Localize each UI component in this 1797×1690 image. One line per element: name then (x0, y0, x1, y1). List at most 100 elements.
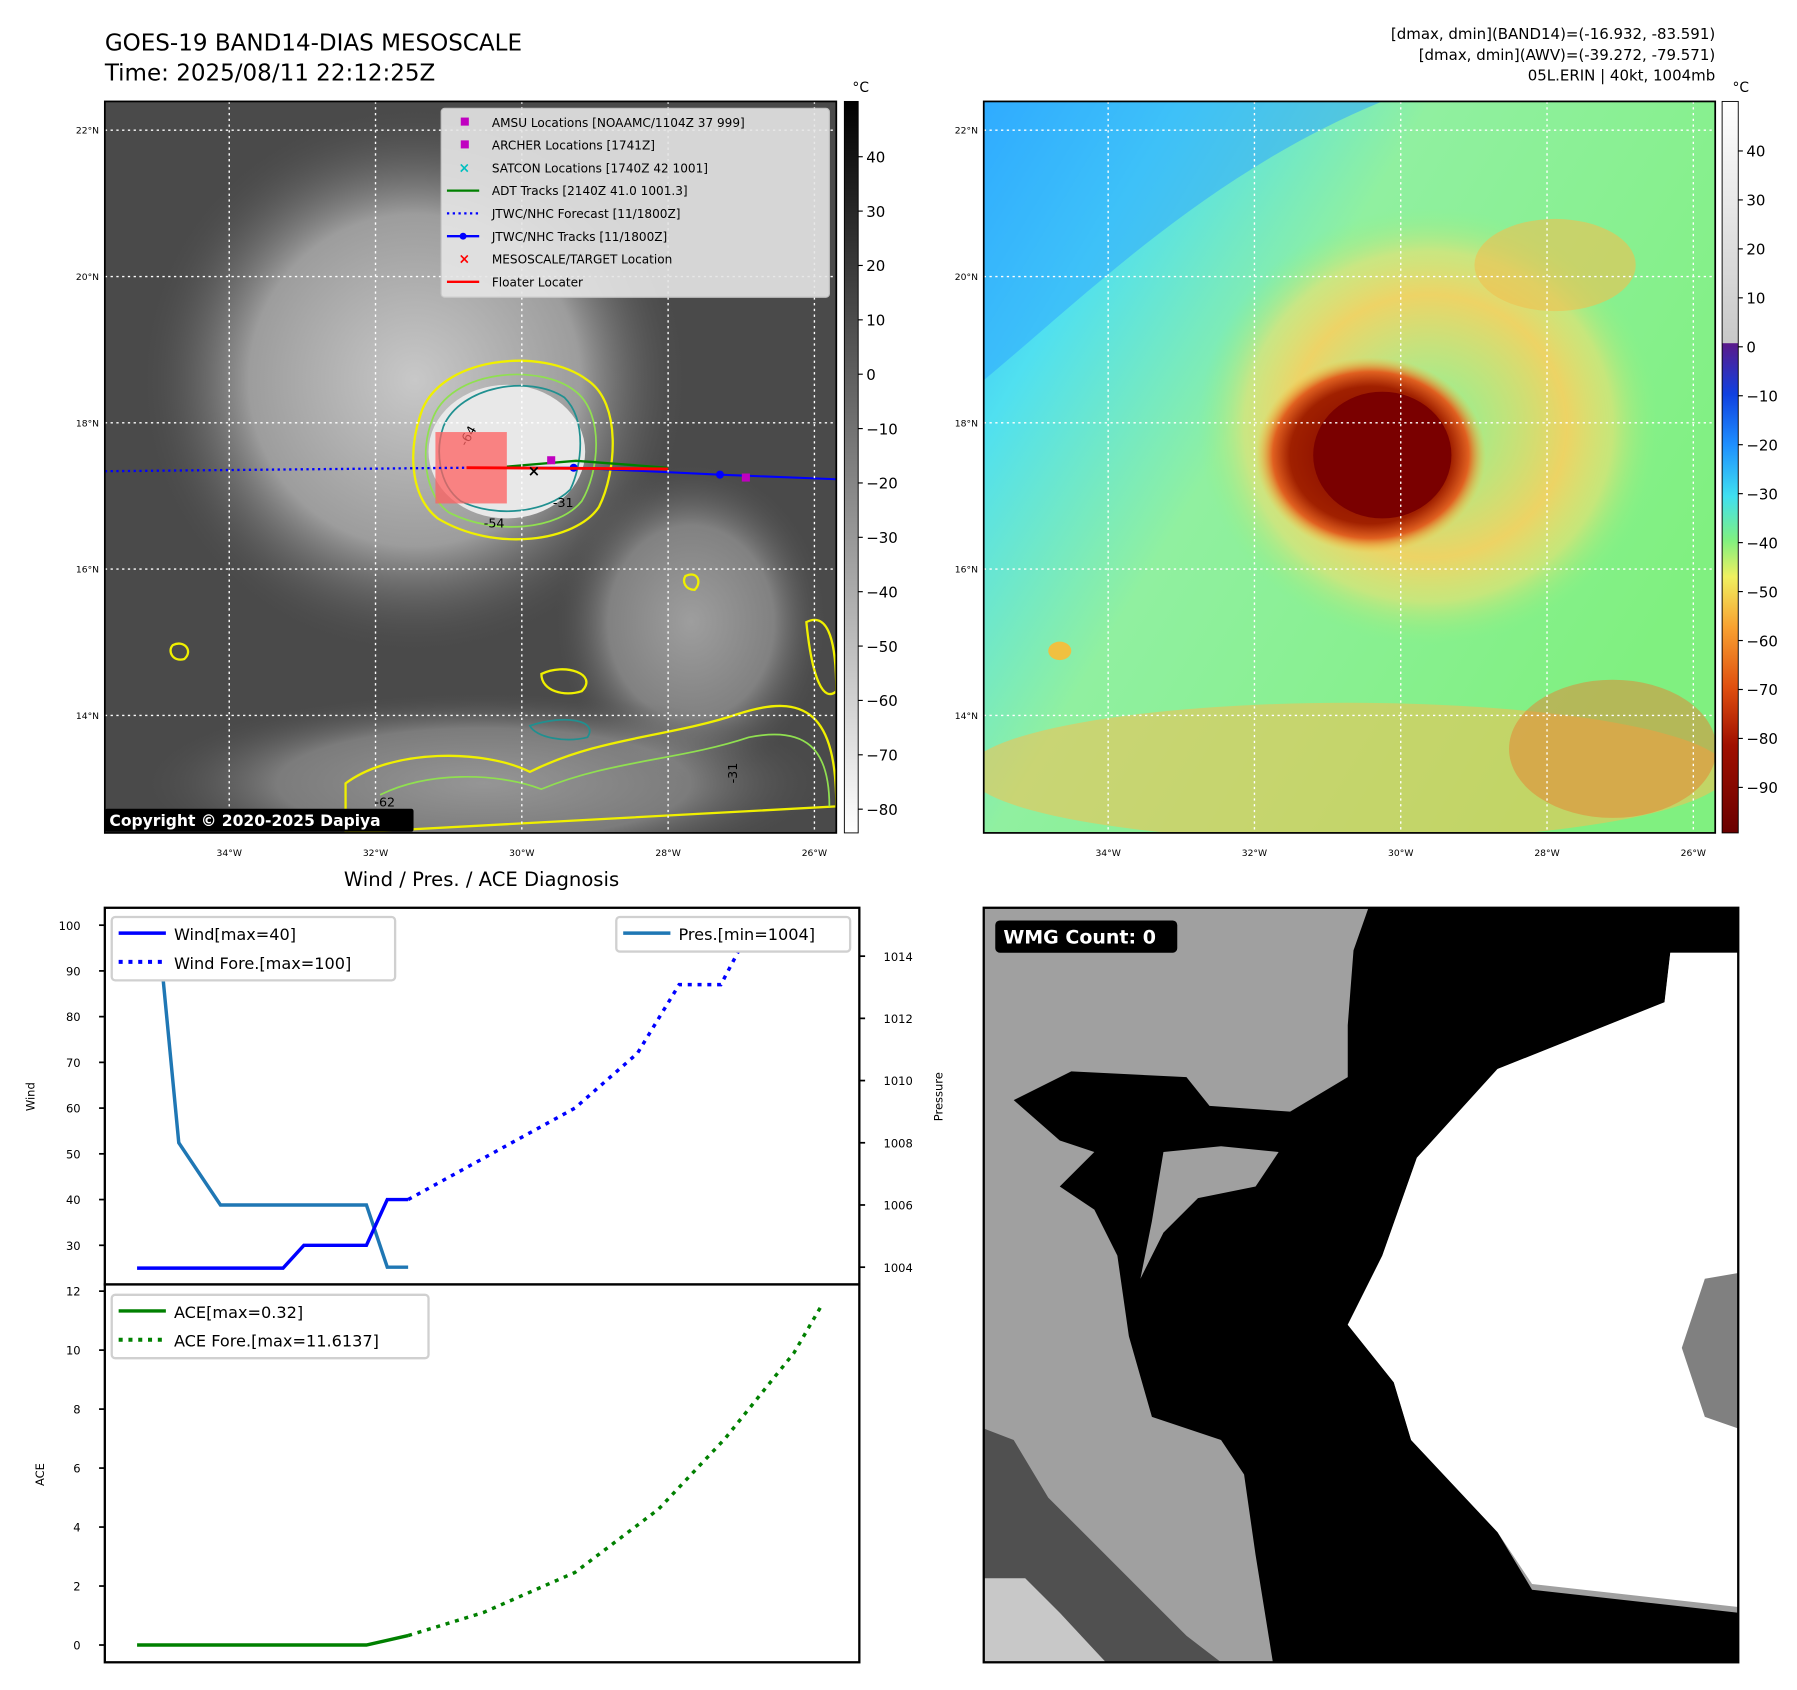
ace-tick-label: 8 (73, 1403, 80, 1417)
map-legend-label: Floater Locater (492, 275, 583, 289)
legend-square-icon (460, 140, 469, 149)
colorbar-right-label: −40 (1746, 534, 1778, 552)
colorbar-left-label: 0 (866, 366, 876, 384)
contour-label: -54 (484, 516, 505, 531)
wind-tick-label: 100 (59, 919, 81, 933)
lat-tick-label: 16°N (955, 565, 978, 576)
pressure-tick-label: 1004 (884, 1261, 913, 1275)
contour-label: -31 (725, 763, 740, 784)
map-legend-label: SATCON Locations [1740Z 42 1001] (492, 161, 708, 175)
lon-tick-label: 28°W (655, 848, 680, 859)
legend-wind: Wind[max=40] (174, 925, 296, 944)
lon-tick-label: 26°W (1681, 848, 1706, 859)
colorbar-left-label: −10 (866, 420, 898, 438)
wind-tick-label: 40 (66, 1193, 81, 1207)
ace-tick-label: 10 (66, 1344, 81, 1358)
wmg-panel: WMG Count: 0 (982, 906, 1740, 1664)
map-gridlines (983, 101, 1716, 833)
colorbar-right-label: 0 (1746, 339, 1756, 357)
map-legend-label: ARCHER Locations [1741Z] (492, 139, 655, 153)
map-legend-label: AMSU Locations [NOAAMC/1104Z 37 999] (492, 116, 745, 130)
target-marker: × (528, 462, 541, 480)
colorbar-left-label: 20 (866, 257, 885, 275)
colorbar-left-unit: °C (852, 80, 869, 96)
copyright-badge (104, 808, 414, 832)
contour-label: -31 (553, 495, 574, 510)
wind-tick-label: 90 (66, 965, 81, 979)
legend-x-icon: × (458, 160, 470, 176)
awv-map-ticks: 22°N 20°N 18°N 16°N 14°N 34°W 32°W 30°W 28°W 26°W (955, 126, 1706, 859)
lat-tick-label: 14°N (76, 711, 99, 722)
track-point (715, 470, 724, 479)
ace-plot (103, 1283, 861, 1664)
pressure-tick-label: 1006 (884, 1199, 913, 1213)
colorbar-left-label: 40 (866, 148, 885, 166)
adt-track (506, 459, 669, 469)
colorbar-left-label: −60 (866, 692, 898, 710)
legend-x-icon: × (458, 252, 470, 268)
lat-tick-label: 18°N (955, 418, 978, 429)
colorbar-right (1721, 100, 1739, 834)
ir-map-frame (103, 100, 838, 834)
colorbar-right-label: −30 (1746, 485, 1778, 503)
lat-tick-label: 16°N (76, 565, 99, 576)
colorbar-right-label: 10 (1746, 290, 1765, 308)
colorbar-left-label: −30 (866, 529, 898, 547)
wind-tick-label: 80 (66, 1010, 81, 1024)
diagnosis-title: Wind / Pres. / ACE Diagnosis (344, 868, 619, 891)
lat-tick-label: 18°N (76, 418, 99, 429)
pressure-legend: Pres.[min=1004] (615, 915, 852, 953)
colorbar-left-label: 30 (866, 203, 885, 221)
colorbar-left-label: −80 (866, 801, 898, 819)
ace-legend: ACE[max=0.32] ACE Fore.[max=11.6137] (110, 1293, 430, 1360)
wind-tick-label: 60 (66, 1102, 81, 1116)
ace-axis-label: ACE (33, 1463, 47, 1486)
lon-tick-label: 34°W (217, 848, 242, 859)
amsu-marker (741, 473, 750, 482)
wmg-count-badge (995, 920, 1178, 953)
colorbar-left-label: 10 (866, 312, 885, 330)
legend-ace: ACE[max=0.32] (174, 1303, 303, 1322)
colorbar-right-label: 20 (1746, 241, 1765, 259)
pressure-tick-label: 1014 (884, 950, 913, 964)
map-legend: AMSU Locations [NOAAMC/1104Z 37 999] ARCH… (440, 107, 830, 298)
legend-wind-forecast: Wind Fore.[max=100] (174, 954, 351, 973)
wind-tick-label: 70 (66, 1056, 81, 1070)
ace-tick-label: 6 (73, 1462, 80, 1476)
figure-title: GOES-19 BAND14-DIAS MESOSCALE (105, 31, 522, 57)
copyright-text: Copyright © 2020-2025 Dapiya (109, 812, 380, 830)
legend-dot-icon (459, 232, 467, 240)
pressure-tick-label: 1008 (884, 1136, 913, 1150)
pressure-axis-label: Pressure (931, 1072, 945, 1121)
pressure-tick-label: 1010 (884, 1074, 913, 1088)
wmg-count: WMG Count: 0 (1003, 926, 1156, 948)
colorbar-right-label: −10 (1746, 388, 1778, 406)
lon-tick-label: 34°W (1095, 848, 1120, 859)
awv-map-panel (983, 101, 1716, 833)
info-storm: 05L.ERIN | 40kt, 1004mb (1528, 67, 1715, 85)
lat-tick-label: 20°N (955, 272, 978, 283)
lon-tick-label: 26°W (802, 848, 827, 859)
lon-tick-label: 28°W (1534, 848, 1559, 859)
colorbar-left-label: −20 (866, 475, 898, 493)
map-legend-label: JTWC/NHC Forecast [11/1800Z] (491, 207, 681, 221)
ace-tick-label: 12 (66, 1285, 81, 1299)
ir-map-ticks: 22°N 20°N 18°N 16°N 14°N 34°W 32°W 30°W 28°W 26°W (76, 126, 827, 859)
lat-tick-label: 20°N (76, 272, 99, 283)
info-band14-range: [dmax, dmin](BAND14)=(-16.932, -83.591) (1391, 25, 1715, 43)
lat-tick-label: 22°N (76, 126, 99, 137)
map-legend-label: MESOSCALE/TARGET Location (492, 253, 672, 267)
colorbar-right-unit: °C (1732, 80, 1749, 96)
ace-line (137, 1633, 409, 1647)
colorbar-right-label: −90 (1746, 779, 1778, 797)
contour-label: -62 (374, 794, 395, 809)
legend-ace-forecast: ACE Fore.[max=11.6137] (174, 1332, 379, 1351)
colorbar-right-label: −50 (1746, 583, 1778, 601)
colorbar-right-label: −70 (1746, 681, 1778, 699)
lon-tick-label: 30°W (509, 848, 534, 859)
forecast-track (104, 466, 467, 473)
colorbar-left-label: −50 (866, 638, 898, 656)
colorbar-left-label: −40 (866, 583, 898, 601)
legend-square-icon (460, 117, 469, 126)
